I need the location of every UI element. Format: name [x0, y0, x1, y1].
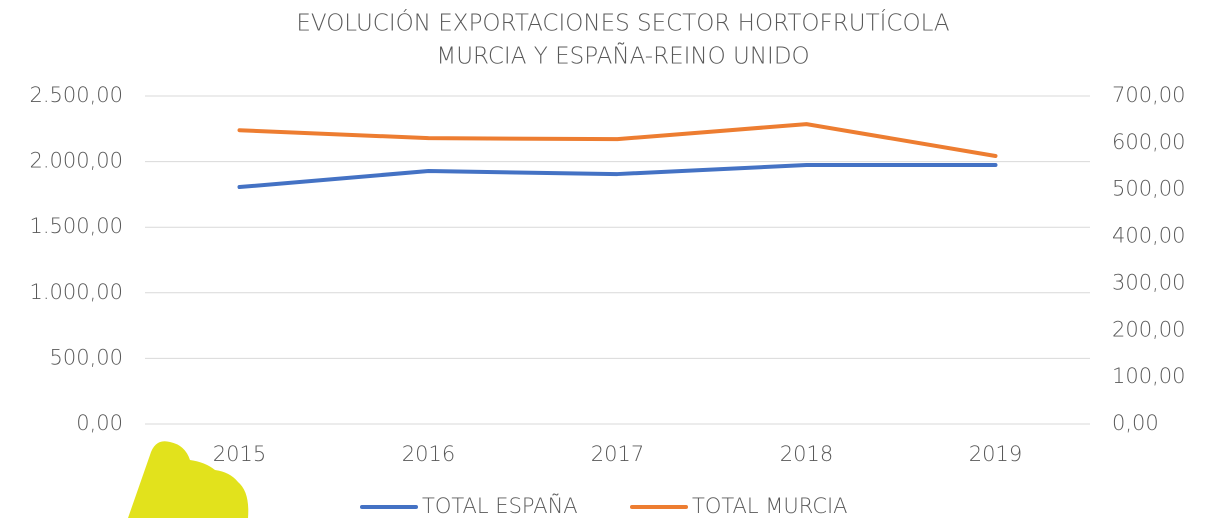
y2-tick-label: 200,00	[1112, 317, 1185, 341]
series-line	[237, 122, 998, 158]
x-tick-label: 2016	[402, 442, 455, 466]
y2-tick-label: 700,00	[1112, 83, 1185, 107]
y2-tick-label: 600,00	[1112, 130, 1185, 154]
series-line	[237, 163, 998, 190]
legend-label: TOTAL ESPAÑA	[422, 493, 578, 518]
chart-title: MURCIA Y ESPAÑA-REINO UNIDO	[436, 43, 809, 70]
y2-tick-label: 0,00	[1112, 411, 1159, 435]
y-tick-label: 2.000,00	[29, 149, 123, 173]
y-tick-label: 500,00	[50, 345, 123, 369]
y2-tick-label: 300,00	[1112, 270, 1185, 294]
x-tick-label: 2017	[591, 442, 644, 466]
y-tick-label: 1.000,00	[29, 280, 123, 304]
x-tick-label: 2018	[780, 442, 833, 466]
decoration	[128, 441, 249, 518]
y-tick-label: 0,00	[76, 411, 123, 435]
x-tick-label: 2015	[213, 442, 266, 466]
y2-tick-label: 100,00	[1112, 364, 1185, 388]
y2-tick-label: 500,00	[1112, 177, 1185, 201]
x-tick-label: 2019	[969, 442, 1022, 466]
y2-tick-label: 400,00	[1112, 224, 1185, 248]
chart-title: EVOLUCIÓN EXPORTACIONES SECTOR HORTOFRUT…	[296, 9, 949, 37]
legend-label: TOTAL MURCIA	[692, 494, 848, 518]
y-tick-label: 1.500,00	[29, 214, 123, 238]
y-tick-label: 2.500,00	[29, 83, 123, 107]
